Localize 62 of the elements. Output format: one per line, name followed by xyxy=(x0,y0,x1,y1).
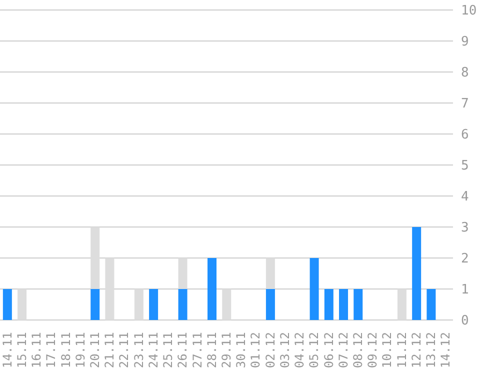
bar xyxy=(90,227,100,289)
x-tick-label: 06.12 xyxy=(322,332,336,368)
x-tick-label: 18.11 xyxy=(58,332,73,368)
x-tick-label: 03.12 xyxy=(278,332,292,368)
bar xyxy=(324,289,334,320)
y-tick-label: 4 xyxy=(461,190,469,205)
x-tick-label: 22.11 xyxy=(117,332,132,368)
x-tick-label: 07.12 xyxy=(336,332,350,368)
x-tick-label: 25.11 xyxy=(161,332,176,368)
y-tick-label: 5 xyxy=(461,158,469,174)
x-tick-label: 24.11 xyxy=(146,332,160,368)
x-tick-label: 14.11 xyxy=(0,332,14,368)
x-tick-label: 13.12 xyxy=(424,332,438,368)
bar xyxy=(149,289,158,320)
y-tick-label: 9 xyxy=(461,34,469,50)
bar xyxy=(412,227,422,320)
y-tick-label: 2 xyxy=(461,252,469,267)
bar xyxy=(2,289,12,320)
y-tick-label: 3 xyxy=(461,220,469,236)
y-tick-label: 6 xyxy=(461,128,469,143)
bar xyxy=(208,258,217,320)
x-tick-label: 12.12 xyxy=(409,332,424,368)
y-tick-label: 1 xyxy=(461,282,469,298)
x-tick-label: 30.11 xyxy=(234,332,248,368)
y-tick-label: 7 xyxy=(461,96,469,112)
x-tick-label: 17.11 xyxy=(44,332,58,368)
bar xyxy=(426,289,436,320)
x-tick-label: 02.12 xyxy=(263,332,278,368)
x-tick-label: 28.11 xyxy=(204,332,219,368)
x-tick-label: 09.12 xyxy=(366,332,380,368)
bar xyxy=(310,258,319,320)
x-tick-label: 01.12 xyxy=(248,332,263,368)
x-tick-label: 04.12 xyxy=(292,332,307,368)
bar xyxy=(397,289,406,320)
bar xyxy=(266,258,275,289)
x-tick-label: 08.12 xyxy=(351,332,366,368)
y-tick-label: 10 xyxy=(461,4,477,19)
bar xyxy=(90,289,100,320)
y-tick-label: 8 xyxy=(461,66,469,81)
x-tick-label: 11.12 xyxy=(394,332,409,368)
bar xyxy=(339,289,348,320)
x-tick-label: 14.12 xyxy=(438,332,453,368)
x-tick-label: 19.11 xyxy=(73,332,88,368)
x-tick-label: 23.11 xyxy=(132,332,146,368)
x-tick-label: 15.11 xyxy=(14,332,29,368)
bar xyxy=(134,289,144,320)
x-tick-label: 16.11 xyxy=(30,332,44,368)
x-tick-label: 10.12 xyxy=(380,332,394,368)
bar xyxy=(222,289,232,320)
x-tick-label: 29.11 xyxy=(220,332,234,368)
x-tick-label: 26.11 xyxy=(176,332,190,368)
bar xyxy=(354,289,363,320)
x-tick-label: 27.11 xyxy=(190,332,204,368)
bar xyxy=(266,289,275,320)
bar xyxy=(178,258,188,289)
x-tick-label: 20.11 xyxy=(88,332,102,368)
bar xyxy=(178,289,188,320)
x-tick-label: 05.12 xyxy=(307,332,322,368)
y-tick-label: 0 xyxy=(461,314,469,329)
bar xyxy=(18,289,27,320)
bar xyxy=(105,258,114,320)
x-tick-label: 21.11 xyxy=(102,332,117,368)
